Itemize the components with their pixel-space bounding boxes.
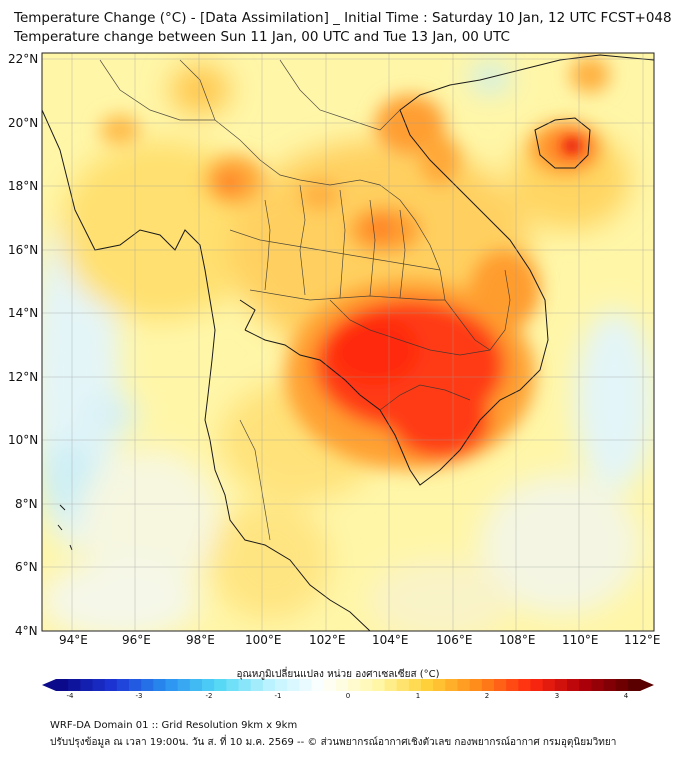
- lon-tick-102: 102°E: [309, 633, 346, 647]
- colorbar-tick: -3: [135, 692, 143, 700]
- colorbar-segment: [92, 679, 106, 691]
- colorbar-segment: [457, 679, 471, 691]
- colorbar-segment: [275, 679, 288, 691]
- colorbar-segment: [421, 679, 434, 691]
- field-layer: [42, 53, 654, 631]
- colorbar-segment: [567, 679, 580, 691]
- lon-tick-94: 94°E: [59, 633, 88, 647]
- colorbar-segment: [627, 679, 641, 691]
- colorbar-segment: [323, 679, 337, 691]
- colorbar-segment: [408, 679, 422, 691]
- colorbar-segment: [238, 679, 252, 691]
- colorbar-segment: [104, 679, 118, 691]
- chart-title: Temperature Change (°C) - [Data Assimila…: [14, 10, 672, 26]
- colorbar-segment: [384, 679, 398, 691]
- colorbar-segment: [250, 679, 264, 691]
- lon-tick-112: 112°E: [624, 633, 661, 647]
- lat-tick-16: 16°N: [8, 243, 39, 257]
- colorbar-segment: [311, 679, 325, 691]
- colorbar-tick: 4: [623, 692, 629, 700]
- colorbar-segment: [396, 679, 410, 691]
- colorbar-segment: [615, 679, 629, 691]
- lat-tick-10: 10°N: [8, 433, 39, 447]
- lon-tick-98: 98°E: [186, 633, 215, 647]
- colorbar-segment: [603, 679, 617, 691]
- lon-tick-96: 96°E: [122, 633, 151, 647]
- colorbar-tick: 2: [484, 692, 490, 700]
- colorbar-segment: [360, 679, 373, 691]
- colorbar-segment: [153, 679, 166, 691]
- footer-model-info: WRF-DA Domain 01 :: Grid Resolution 9km …: [50, 720, 298, 731]
- colorbar-title: อุณหภูมิเปลี่ยนแปลง หน่วย องศาเซลเซียส (…: [236, 669, 440, 680]
- lon-tick-106: 106°E: [436, 633, 473, 647]
- colorbar-segment: [481, 679, 495, 691]
- colorbar-tick: 3: [554, 692, 560, 700]
- lon-tick-100: 100°E: [245, 633, 282, 647]
- colorbar-segment: [554, 679, 568, 691]
- lat-tick-4: 4°N: [15, 624, 38, 638]
- lon-tick-108: 108°E: [499, 633, 536, 647]
- colorbar-segment: [214, 679, 227, 691]
- colorbar-segment: [445, 679, 458, 691]
- colorbar-segment: [177, 679, 191, 691]
- colorbar-segment: [506, 679, 519, 691]
- colorbar-segment: [530, 679, 544, 691]
- lat-tick-18: 18°N: [8, 179, 39, 193]
- colorbar-segment: [116, 679, 130, 691]
- colorbar-segment: [141, 679, 154, 691]
- lat-tick-22: 22°N: [8, 52, 39, 66]
- colorbar-segments: [56, 679, 641, 691]
- colorbar-segment: [202, 679, 215, 691]
- colorbar-segment: [348, 679, 361, 691]
- colorbar-segment: [165, 679, 179, 691]
- colorbar-tick: -2: [205, 692, 213, 700]
- colorbar-tick: 1: [415, 692, 421, 700]
- colorbar-segment: [56, 679, 69, 691]
- lat-tick-12: 12°N: [8, 370, 39, 384]
- colorbar-segment: [68, 679, 81, 691]
- colorbar-tick: -1: [274, 692, 282, 700]
- colorbar-segment: [542, 679, 556, 691]
- lon-tick-110: 110°E: [562, 633, 599, 647]
- lat-tick-8: 8°N: [15, 497, 38, 511]
- colorbar-segment: [287, 679, 300, 691]
- colorbar-segment: [299, 679, 312, 691]
- colorbar-tick: 0: [345, 692, 351, 700]
- chart-subtitle: Temperature change between Sun 11 Jan, 0…: [14, 29, 510, 45]
- lat-tick-14: 14°N: [8, 306, 39, 320]
- coastline-layer: [42, 54, 654, 631]
- lat-tick-20: 20°N: [8, 116, 39, 130]
- colorbar-segment: [579, 679, 592, 691]
- lon-tick-104: 104°E: [372, 633, 409, 647]
- colorbar-segment: [226, 679, 239, 691]
- colorbar-segment: [469, 679, 483, 691]
- colorbar-segment: [262, 679, 276, 691]
- colorbar-segment: [518, 679, 531, 691]
- colorbar-segment: [494, 679, 507, 691]
- footer-update-info: ปรับปรุงข้อมูล ณ เวลา 19:00น. วัน ส. ที่…: [50, 737, 617, 748]
- lat-tick-6: 6°N: [15, 560, 38, 574]
- colorbar-segment: [335, 679, 349, 691]
- gridlines: [42, 53, 654, 631]
- colorbar-segment: [189, 679, 203, 691]
- map-frame: [41, 52, 655, 632]
- colorbar-segment: [129, 679, 142, 691]
- colorbar-tick: -4: [66, 692, 74, 700]
- colorbar-segment: [433, 679, 446, 691]
- colorbar-segment: [80, 679, 93, 691]
- colorbar-segment: [372, 679, 385, 691]
- colorbar-segment: [591, 679, 604, 691]
